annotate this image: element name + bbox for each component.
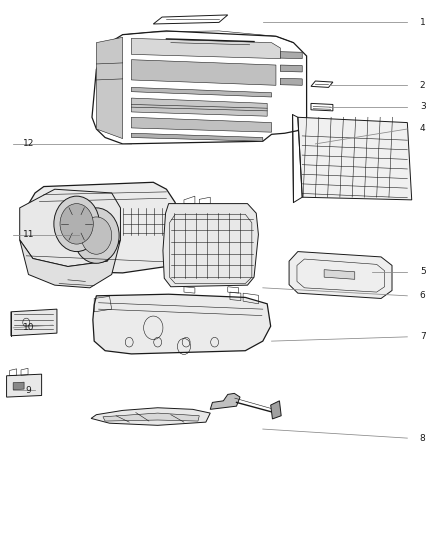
Polygon shape: [163, 204, 258, 287]
Text: 1: 1: [420, 18, 426, 27]
Polygon shape: [280, 52, 302, 59]
Polygon shape: [280, 65, 302, 72]
Polygon shape: [280, 78, 302, 85]
Polygon shape: [298, 117, 412, 200]
Text: 10: 10: [23, 324, 34, 332]
Text: 11: 11: [23, 230, 34, 239]
Polygon shape: [22, 182, 175, 273]
Polygon shape: [131, 38, 280, 59]
Polygon shape: [13, 382, 24, 390]
Text: 9: 9: [25, 386, 32, 394]
Polygon shape: [131, 60, 276, 85]
Polygon shape: [103, 413, 199, 421]
Polygon shape: [131, 87, 272, 97]
Polygon shape: [271, 401, 281, 419]
Text: 2: 2: [420, 81, 425, 90]
Polygon shape: [20, 189, 120, 266]
Circle shape: [81, 217, 112, 254]
Polygon shape: [210, 393, 240, 409]
Text: 6: 6: [420, 292, 426, 300]
Text: 3: 3: [420, 102, 426, 111]
Polygon shape: [324, 270, 355, 279]
Polygon shape: [20, 240, 120, 288]
Circle shape: [60, 204, 93, 244]
Circle shape: [54, 196, 99, 252]
Text: 12: 12: [23, 140, 34, 148]
Polygon shape: [131, 117, 272, 132]
Polygon shape: [11, 309, 57, 336]
Polygon shape: [131, 133, 263, 141]
Circle shape: [74, 208, 119, 263]
Text: 8: 8: [420, 434, 426, 442]
Text: 7: 7: [420, 333, 426, 341]
Polygon shape: [131, 98, 267, 116]
Polygon shape: [91, 408, 210, 425]
Polygon shape: [93, 294, 271, 354]
Text: 4: 4: [420, 125, 425, 133]
Polygon shape: [96, 37, 123, 139]
Polygon shape: [7, 374, 42, 397]
Text: 5: 5: [420, 268, 426, 276]
Polygon shape: [289, 252, 392, 298]
